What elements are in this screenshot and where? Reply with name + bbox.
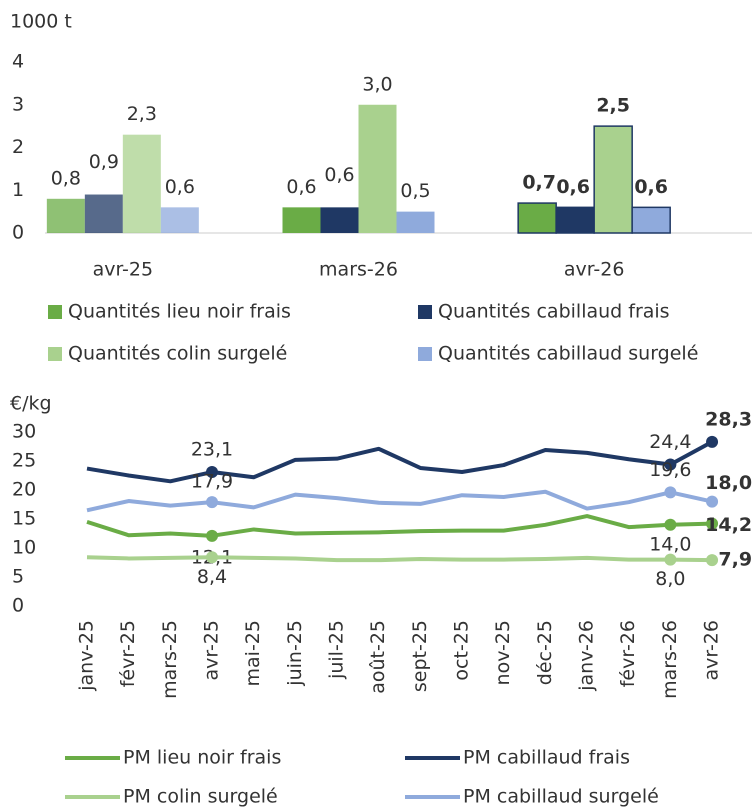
x-tick-label: mai-25 [242, 620, 264, 686]
x-tick-label: nov-25 [492, 620, 514, 685]
x-tick-label: janv-25 [76, 620, 98, 692]
point [706, 554, 719, 567]
point [664, 518, 677, 531]
y-tick-label: 20 [12, 479, 36, 501]
x-tick-label: oct-25 [451, 620, 473, 681]
legend-swatch [48, 347, 62, 361]
data-label: 0,8 [51, 167, 81, 189]
point [206, 529, 219, 542]
x-tick-label: janv-26 [576, 620, 598, 692]
x-tick-label: juil-25 [326, 620, 348, 680]
data-label: 0,6 [324, 164, 354, 186]
data-label: 0,6 [165, 176, 195, 198]
legend-label: Quantités colin surgelé [68, 343, 287, 365]
line [86, 555, 713, 563]
y-tick-label: 5 [12, 566, 24, 588]
line [86, 514, 713, 538]
line [86, 489, 713, 513]
legend-label: PM cabillaud surgelé [463, 786, 659, 807]
data-label: 0,5 [400, 180, 430, 202]
data-label: 14,0 [649, 533, 691, 555]
data-label: 0,6 [556, 176, 590, 198]
bar [358, 104, 397, 233]
y-tick-label: 0 [12, 222, 24, 244]
bar [517, 202, 557, 234]
y-tick-label: 1 [12, 179, 24, 201]
legend-swatch [418, 347, 432, 361]
point [706, 495, 719, 508]
bar [555, 206, 595, 234]
legend-label: Quantités cabillaud frais [438, 301, 670, 323]
data-label: 0,9 [89, 151, 119, 173]
y-tick-label: 3 [12, 93, 24, 115]
legend-swatch [418, 305, 432, 319]
legend-label: PM colin surgelé [123, 786, 278, 807]
data-label: 28,3 [705, 408, 752, 430]
x-tick-label: avr-26 [564, 259, 625, 281]
data-label: 2,3 [127, 103, 157, 125]
data-label: 0,7 [522, 172, 556, 194]
x-tick-label: sept-25 [409, 620, 431, 692]
x-tick-label: juin-25 [284, 620, 306, 687]
point [664, 486, 677, 499]
line [86, 440, 714, 484]
data-label: 8,4 [197, 566, 227, 588]
x-tick-label: avr-25 [201, 620, 223, 681]
data-label: 14,2 [705, 514, 752, 536]
x-tick-label: mars-25 [159, 620, 181, 699]
x-tick-label: mars-26 [659, 620, 681, 699]
legend-label: PM cabillaud frais [463, 747, 630, 769]
x-tick-label: févr-25 [117, 620, 139, 687]
x-tick-label: avr-26 [701, 620, 723, 681]
data-label: 23,1 [191, 439, 233, 461]
data-label: 24,4 [649, 431, 691, 453]
y-axis-title: 1000 t [10, 11, 72, 33]
legend-swatch [48, 305, 62, 319]
bar [46, 198, 85, 233]
point [664, 553, 677, 566]
bar [320, 207, 359, 233]
data-label: 18,0 [705, 472, 752, 494]
y-axis-title: €/kg [10, 393, 52, 415]
point [706, 517, 719, 530]
data-label: 0,6 [634, 176, 668, 198]
point [706, 435, 719, 448]
x-tick-label: août-25 [367, 620, 389, 694]
data-label: 7,9 [718, 549, 752, 571]
y-tick-label: 2 [12, 136, 24, 158]
x-tick-label: déc-25 [534, 620, 556, 685]
y-tick-label: 15 [12, 508, 36, 530]
legend-label: PM lieu noir frais [123, 747, 281, 769]
point [664, 458, 677, 471]
y-tick-label: 4 [12, 51, 24, 73]
legend-label: Quantités cabillaud surgelé [438, 343, 698, 365]
x-tick-label: avr-25 [93, 259, 154, 281]
point [206, 551, 219, 564]
data-label: 19,6 [649, 459, 691, 481]
bar [593, 125, 633, 234]
data-label: 8,0 [655, 568, 685, 590]
point [206, 466, 219, 479]
x-tick-label: mars-26 [319, 259, 398, 281]
y-tick-label: 30 [12, 421, 36, 443]
bar [122, 134, 161, 233]
y-tick-label: 10 [12, 537, 36, 559]
bar [160, 207, 199, 233]
x-tick-label: févr-26 [617, 620, 639, 687]
bar [396, 211, 435, 233]
data-label: 3,0 [362, 73, 392, 95]
bar [631, 206, 671, 234]
y-tick-label: 25 [12, 450, 36, 472]
y-tick-label: 0 [12, 595, 24, 617]
point [206, 496, 219, 509]
bar [282, 207, 321, 233]
data-label: 0,6 [286, 176, 316, 198]
legend-label: Quantités lieu noir frais [68, 301, 291, 323]
data-label: 2,5 [596, 95, 630, 117]
data-label: 17,9 [191, 471, 233, 493]
bar [84, 194, 123, 233]
